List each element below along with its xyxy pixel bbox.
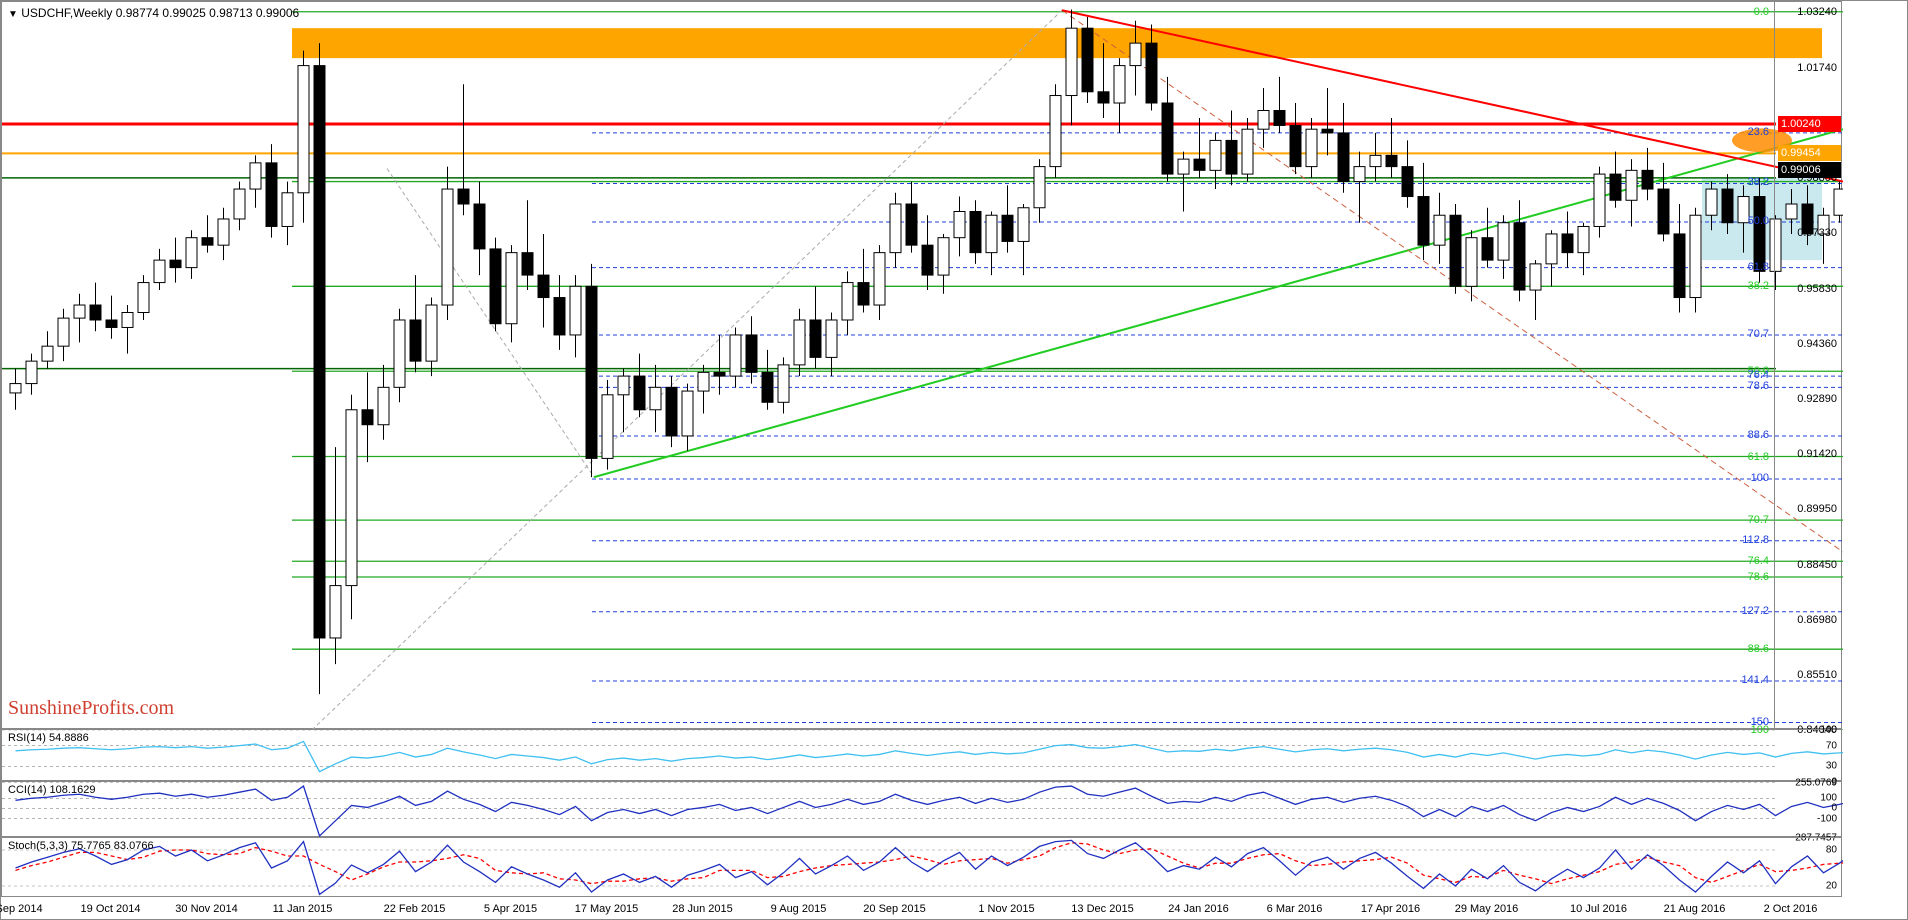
price-tick: 0.91420 <box>1797 448 1837 460</box>
fib-blue-label: 76.4 <box>1748 369 1769 381</box>
price-tick: 1.01740 <box>1797 62 1837 74</box>
x-tick: 28 Jun 2015 <box>672 903 733 915</box>
x-tick: 30 Nov 2014 <box>175 903 237 915</box>
x-tick: 24 Jan 2016 <box>1168 903 1229 915</box>
cci-title: CCI(14) 108.1629 <box>8 784 95 796</box>
fib-blue-label: 141.4 <box>1741 674 1769 686</box>
ind-level: -100 <box>1817 813 1837 824</box>
fib-blue-label: 127.2 <box>1741 605 1769 617</box>
stoch-title: Stoch(5,3,3) 75.7765 83.0766 <box>8 840 154 852</box>
price-tick: 0.95830 <box>1797 283 1837 295</box>
watermark: SunshineProfits.com <box>8 697 174 720</box>
rsi-panel[interactable]: RSI(14) 54.8886 10070300 <box>1 729 1842 781</box>
chart-title: ▼ USDCHF,Weekly 0.98774 0.99025 0.98713 … <box>8 6 299 20</box>
x-tick: 2 Oct 2016 <box>1764 903 1818 915</box>
ind-level: 20 <box>1826 881 1837 892</box>
x-tick: 11 Jan 2015 <box>273 903 333 915</box>
price-tick: 0.94360 <box>1797 338 1837 350</box>
fib-blue-label: 100 <box>1751 472 1769 484</box>
fib-blue-label: 150 <box>1751 716 1769 728</box>
x-tick: 9 Aug 2015 <box>771 903 827 915</box>
rsi-title: RSI(14) 54.8886 <box>8 732 89 744</box>
ind-level: 30 <box>1826 761 1837 772</box>
fib-blue-label: 23.6 <box>1748 126 1769 138</box>
fib-green-label: 78.6 <box>1748 571 1769 583</box>
fib-green-label: 0.0 <box>1754 6 1769 18</box>
time-axis: 7 Sep 2014 19 Oct 2014 30 Nov 2014 11 Jan 2… <box>1 897 1842 919</box>
ind-level: 80 <box>1826 845 1837 856</box>
x-tick: 13 Dec 2015 <box>1071 903 1133 915</box>
fib-green-label: 88.6 <box>1748 643 1769 655</box>
price-tick: 0.86980 <box>1797 614 1837 626</box>
price-marker: 1.00240 <box>1778 116 1841 132</box>
fib-blue-label: 61.8 <box>1748 261 1769 273</box>
x-tick: 6 Mar 2016 <box>1267 903 1323 915</box>
price-marker: 0.99006 <box>1778 162 1841 178</box>
x-tick: 1 Nov 2015 <box>978 903 1034 915</box>
x-tick: 29 May 2016 <box>1455 903 1519 915</box>
stoch-panel[interactable]: Stoch(5,3,3) 75.7765 83.0766 80 20 <box>1 837 1842 897</box>
fib-blue-label: 50.0 <box>1748 215 1769 227</box>
cci-panel[interactable]: CCI(14) 108.1629 255.07691000-100-287.74… <box>1 781 1842 837</box>
x-tick: 19 Oct 2014 <box>81 903 141 915</box>
cci-svg <box>2 782 1843 838</box>
price-marker: 0.99454 <box>1778 145 1841 161</box>
rsi-svg <box>2 730 1843 782</box>
price-tick: 0.89950 <box>1797 503 1837 515</box>
price-tick: 0.97330 <box>1797 227 1837 239</box>
ind-level: 255.0769 <box>1795 777 1837 788</box>
price-tick: 0.85510 <box>1797 669 1837 681</box>
fib-green-label: 38.2 <box>1748 280 1769 292</box>
ind-level: 70 <box>1826 740 1837 751</box>
fib-blue-label: 112.8 <box>1742 534 1769 546</box>
x-tick: 20 Sep 2015 <box>863 903 925 915</box>
collapse-icon[interactable]: ▼ <box>8 9 18 20</box>
fib-blue-label: 88.6 <box>1748 429 1769 441</box>
x-tick: 10 Jul 2016 <box>1570 903 1627 915</box>
ohlc-label: 0.98774 0.99025 0.98713 0.99006 <box>116 6 300 20</box>
price-tick: 1.03240 <box>1797 6 1837 18</box>
fib-green-label: 61.8 <box>1748 451 1769 463</box>
price-tick: 0.92890 <box>1797 393 1837 405</box>
fib-green-label: 70.7 <box>1748 514 1769 526</box>
price-tick: 0.88450 <box>1797 559 1837 571</box>
fib-blue-label: 38.2 <box>1748 176 1769 188</box>
price-axis: 1.032401.017401.002400.988000.973300.958… <box>1774 2 1841 730</box>
symbol-label: USDCHF,Weekly <box>21 6 112 20</box>
x-tick: 21 Aug 2016 <box>1664 903 1726 915</box>
x-tick: 17 May 2015 <box>575 903 639 915</box>
fib-blue-label: 70.7 <box>1748 328 1769 340</box>
main-chart-svg <box>2 2 1843 730</box>
x-tick: 22 Feb 2015 <box>384 903 446 915</box>
x-tick: 17 Apr 2016 <box>1361 903 1420 915</box>
fib-blue-label: 78.6 <box>1748 380 1769 392</box>
x-tick: 7 Sep 2014 <box>0 903 43 915</box>
main-price-chart[interactable]: ▼ USDCHF,Weekly 0.98774 0.99025 0.98713 … <box>1 1 1842 729</box>
ind-level: 100 <box>1820 725 1837 736</box>
stoch-svg <box>2 838 1843 898</box>
x-tick: 5 Apr 2015 <box>484 903 537 915</box>
fib-green-label: 76.4 <box>1748 555 1769 567</box>
chart-container: ▼ USDCHF,Weekly 0.98774 0.99025 0.98713 … <box>0 0 1908 920</box>
